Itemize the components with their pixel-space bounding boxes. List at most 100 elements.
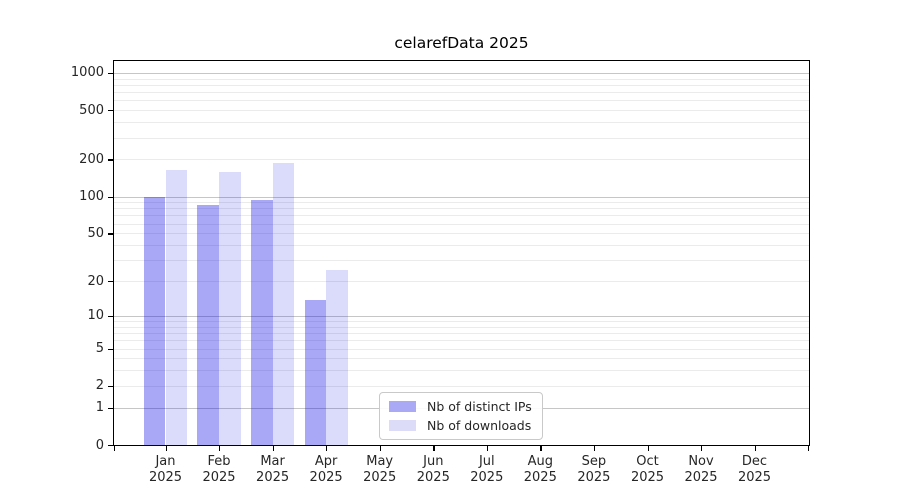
y-tick-label: 20: [87, 273, 104, 289]
x-tick-mark: [272, 446, 274, 451]
gridline-minor: [113, 385, 810, 387]
y-tick-label: 0: [95, 437, 104, 453]
x-tick-mark: [379, 446, 381, 451]
gridline-minor: [113, 223, 810, 225]
x-tick-month: Dec: [741, 454, 768, 469]
plot-area: Nb of distinct IPs Nb of downloads 0 1 2 5 1…: [71, 60, 810, 485]
x-tick-month: Sep: [581, 454, 607, 469]
y-tick-mark: [108, 348, 113, 350]
gridline-minor: [113, 208, 810, 210]
x-tick-year: 2025: [737, 469, 772, 485]
x-tick-label: Jan 2025: [138, 454, 194, 485]
gridline-minor: [113, 110, 810, 112]
x-tick-month: Aug: [527, 454, 553, 469]
x-tick-mark: [808, 446, 810, 451]
y-tick-label: 5: [95, 341, 104, 356]
x-tick-label: Jun 2025: [405, 454, 461, 485]
gridline-minor: [113, 78, 810, 80]
y-tick-mark: [108, 445, 113, 447]
gridline-minor: [113, 92, 810, 94]
legend-label-distinct-ips: Nb of distinct IPs: [427, 399, 532, 414]
y-tick-label: 50: [87, 225, 104, 241]
y-tick-label: 1: [95, 400, 104, 416]
gridline-minor: [113, 100, 810, 102]
gridline-minor: [113, 281, 810, 282]
gridline-major: [113, 196, 810, 198]
gridline-minor: [113, 333, 810, 334]
legend-swatch-downloads: [389, 420, 416, 431]
legend: Nb of distinct IPs Nb of downloads: [379, 392, 543, 440]
bar-downloads: [219, 171, 241, 446]
x-tick-label: Apr 2025: [298, 454, 354, 485]
bar-distinct-ips: [197, 205, 219, 446]
gridline-major: [113, 315, 810, 317]
gridline-minor: [113, 358, 810, 360]
x-tick-mark: [701, 446, 703, 451]
chart-title: celarefData 2025: [394, 34, 529, 52]
x-tick-year: 2025: [202, 469, 236, 485]
gridline-minor: [113, 348, 810, 350]
x-tick-year: 2025: [523, 469, 557, 485]
x-tick-label: Oct 2025: [620, 454, 676, 485]
bar-downloads: [326, 269, 348, 446]
x-tick-label: Sep 2025: [566, 454, 622, 485]
x-tick-label: May 2025: [352, 454, 408, 485]
gridline-minor: [113, 326, 810, 328]
bar-downloads: [165, 170, 188, 446]
x-tick-label: Mar 2025: [245, 454, 301, 485]
gridline-minor: [113, 370, 810, 372]
legend-entry-downloads: Nb of downloads: [389, 418, 532, 433]
x-tick-mark: [754, 446, 756, 451]
gridline-minor: [113, 84, 810, 86]
x-tick-month: Feb: [207, 454, 231, 469]
x-tick-month: Mar: [260, 454, 285, 469]
gridline-minor: [113, 122, 810, 124]
y-tick-label: 2: [95, 378, 104, 394]
x-tick-year: 2025: [309, 469, 343, 485]
x-tick-mark: [647, 446, 649, 451]
x-tick-month: Apr: [314, 454, 338, 469]
x-tick-month: May: [366, 454, 394, 469]
gridline-minor: [113, 215, 810, 217]
gridline-minor: [113, 233, 810, 235]
legend-swatch-distinct-ips: [389, 401, 416, 412]
x-tick-mark: [113, 446, 115, 451]
bar-distinct-ips: [304, 299, 327, 446]
x-tick-label: Dec 2025: [727, 454, 783, 485]
x-tick-year: 2025: [416, 469, 450, 485]
gridline-minor: [113, 321, 810, 322]
gridline-minor: [113, 245, 810, 246]
x-tick-year: 2025: [577, 469, 611, 485]
x-tick-year: 2025: [684, 469, 718, 485]
bar-distinct-ips: [251, 199, 273, 446]
gridline-minor: [113, 340, 810, 342]
x-tick-mark: [219, 446, 221, 451]
x-tick-month: Jul: [478, 454, 495, 469]
y-tick-label: 100: [79, 189, 104, 204]
x-tick-label: Jul 2025: [459, 454, 515, 485]
x-tick-year: 2025: [630, 469, 665, 485]
x-tick-label: Aug 2025: [512, 454, 568, 485]
x-tick-label: Nov 2025: [673, 454, 729, 485]
x-tick-mark: [486, 446, 489, 451]
x-tick-month: Nov: [688, 454, 714, 469]
y-tick-mark: [108, 385, 113, 388]
gridline-minor: [113, 159, 810, 161]
x-tick-label: Feb 2025: [191, 454, 247, 485]
x-tick-month: Jan: [155, 454, 176, 469]
legend-entry-distinct-ips: Nb of distinct IPs: [389, 399, 532, 414]
y-tick-mark: [108, 233, 113, 235]
gridline-minor: [113, 260, 810, 262]
x-tick-mark: [433, 446, 435, 451]
y-tick-mark: [108, 72, 113, 75]
gridline-minor: [113, 202, 810, 204]
x-tick-year: 2025: [470, 469, 504, 485]
x-tick-year: 2025: [148, 469, 183, 485]
x-tick-month: Oct: [636, 454, 659, 469]
y-tick-label: 500: [79, 102, 104, 118]
legend-label-downloads: Nb of downloads: [427, 418, 532, 433]
y-tick-mark: [108, 196, 113, 198]
y-tick-mark: [108, 159, 113, 161]
y-tick-mark: [108, 110, 113, 112]
y-tick-mark: [108, 407, 113, 409]
